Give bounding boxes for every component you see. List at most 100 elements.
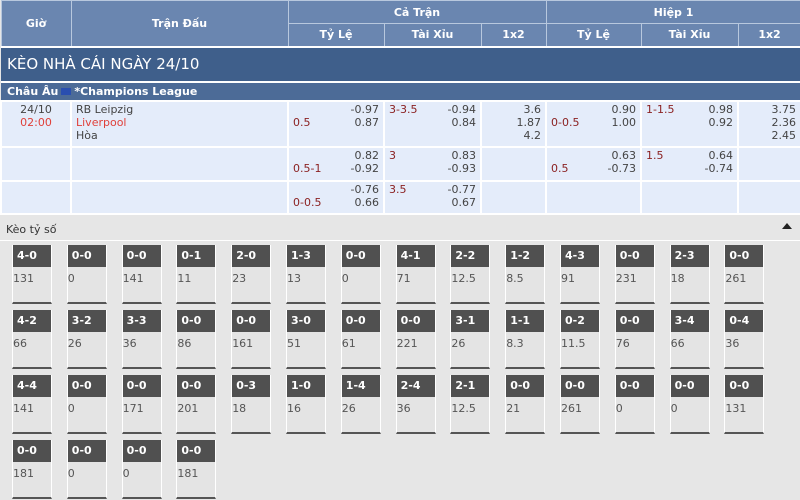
h1-1x2[interactable]: 3.75 2.36 2.45 bbox=[737, 99, 800, 148]
score-card[interactable]: 2-0 23 bbox=[231, 245, 272, 304]
score-card[interactable]: 2-4 36 bbox=[395, 375, 436, 434]
score-card[interactable]: 3-1 26 bbox=[450, 310, 491, 369]
score-card[interactable]: 0-0 161 bbox=[231, 310, 272, 369]
match-teams[interactable]: RB Leipzig Liverpool Hòa bbox=[70, 99, 289, 148]
score-card[interactable]: 0-0 141 bbox=[121, 245, 162, 304]
h1-over-under-line: 1-1.5 bbox=[646, 102, 675, 116]
score-card[interactable]: 1-3 13 bbox=[286, 245, 326, 304]
score-card[interactable]: 0-0 86 bbox=[176, 310, 217, 369]
h1-over-under-odd-1: 0.98 bbox=[708, 102, 734, 116]
score-card[interactable]: 1-4 26 bbox=[340, 375, 381, 434]
score-card[interactable]: 0-1 11 bbox=[176, 245, 217, 304]
score-card[interactable]: 0-0 21 bbox=[505, 375, 546, 434]
h1-handicap[interactable]: 0-0.5 0.90 1.00 bbox=[545, 99, 643, 148]
score-card[interactable]: 0-3 18 bbox=[231, 375, 272, 434]
ft-over-under[interactable]: 3.5 -0.77 0.67 bbox=[383, 179, 482, 215]
ft-over-under[interactable]: 3-3.5 -0.94 0.84 bbox=[383, 99, 482, 148]
h1-handicap[interactable] bbox=[545, 179, 643, 215]
score-label: 0-0 bbox=[122, 245, 161, 267]
score-card[interactable]: 1-2 8.5 bbox=[505, 245, 546, 304]
score-odd: 36 bbox=[122, 337, 137, 350]
score-card[interactable]: 2-1 12.5 bbox=[450, 375, 491, 434]
league-region: Châu Âu bbox=[7, 84, 59, 98]
score-card[interactable]: 0-0 261 bbox=[560, 375, 600, 434]
score-card[interactable]: 3-2 26 bbox=[66, 310, 107, 369]
ft-1x2[interactable]: 3.6 1.87 4.2 bbox=[479, 99, 548, 148]
score-card[interactable]: 3-4 66 bbox=[669, 310, 710, 369]
score-card[interactable]: 3-3 36 bbox=[121, 310, 162, 369]
odds-table: Giờ Trận Đấu Cả Trận Hiệp 1 Tỷ Lệ Tài Xỉ… bbox=[0, 0, 800, 215]
ft-over-under-line: 3 bbox=[389, 148, 396, 162]
score-card[interactable]: 0-0 0 bbox=[66, 440, 107, 499]
score-card[interactable]: 4-0 131 bbox=[12, 245, 52, 304]
h1-1x2[interactable] bbox=[737, 179, 800, 215]
score-card[interactable]: 0-0 0 bbox=[66, 245, 107, 304]
col-ca-tran: Cả Trận bbox=[287, 0, 547, 24]
score-card[interactable]: 0-0 221 bbox=[395, 310, 436, 369]
score-label: 0-0 bbox=[67, 245, 106, 267]
score-card[interactable]: 0-0 261 bbox=[724, 245, 765, 304]
ft-handicap[interactable]: 0-0.5 -0.76 0.66 bbox=[287, 179, 385, 215]
score-card[interactable]: 2-3 18 bbox=[669, 245, 710, 304]
score-card[interactable]: 2-2 12.5 bbox=[450, 245, 491, 304]
score-card[interactable]: 4-1 71 bbox=[395, 245, 436, 304]
keo-ty-so-bar[interactable]: Kèo tỷ số bbox=[0, 215, 800, 241]
score-card[interactable]: 0-0 171 bbox=[121, 375, 162, 434]
score-card[interactable]: 0-2 11.5 bbox=[560, 310, 600, 369]
score-card[interactable]: 0-0 0 bbox=[66, 375, 107, 434]
ft-handicap-odd-1: -0.97 bbox=[350, 102, 379, 116]
score-card[interactable]: 1-0 16 bbox=[286, 375, 326, 434]
score-card[interactable]: 0-0 201 bbox=[176, 375, 217, 434]
draw-label: Hòa bbox=[76, 128, 98, 142]
score-card[interactable]: 0-4 36 bbox=[724, 310, 765, 369]
ft-handicap[interactable]: 0.5 -0.97 0.87 bbox=[287, 99, 385, 148]
score-card[interactable]: 0-0 131 bbox=[724, 375, 765, 434]
h1-over-under[interactable]: 1-1.5 0.98 0.92 bbox=[640, 99, 740, 148]
page-title: KÈO NHÀ CÁI NGÀY 24/10 bbox=[1, 45, 800, 83]
h1-1x2[interactable] bbox=[737, 145, 800, 182]
col-hiep1: Hiệp 1 bbox=[545, 0, 800, 24]
caret-up-icon[interactable] bbox=[782, 223, 792, 229]
empty-cell bbox=[70, 145, 289, 182]
score-card[interactable]: 0-0 181 bbox=[176, 440, 217, 499]
score-card[interactable]: 4-2 66 bbox=[12, 310, 52, 369]
ft-over-under[interactable]: 3 0.83 -0.93 bbox=[383, 145, 482, 182]
league-row[interactable]: Châu Âu *Champions League bbox=[1, 81, 800, 101]
ft-handicap-line: 0-0.5 bbox=[293, 195, 322, 209]
h1-over-under[interactable]: 1.5 0.64 -0.74 bbox=[640, 145, 740, 182]
score-card[interactable]: 4-3 91 bbox=[560, 245, 600, 304]
score-odd: 231 bbox=[615, 272, 637, 285]
score-card[interactable]: 1-1 8.3 bbox=[505, 310, 546, 369]
score-card[interactable]: 0-0 231 bbox=[614, 245, 655, 304]
score-odd: 0 bbox=[67, 402, 75, 415]
ft-1x2[interactable] bbox=[479, 145, 548, 182]
score-card[interactable]: 0-0 181 bbox=[12, 440, 52, 499]
score-card[interactable]: 4-4 141 bbox=[12, 375, 52, 434]
score-odd: 181 bbox=[13, 467, 34, 480]
score-card[interactable]: 3-0 51 bbox=[286, 310, 326, 369]
match-odds-row: 24/10 02:00 RB Leipzig Liverpool Hòa 0.5 -0.97… bbox=[0, 99, 800, 148]
col-ft-tai-xiu: Tài Xỉu bbox=[383, 23, 482, 47]
score-odd: 36 bbox=[396, 402, 411, 415]
empty-cell bbox=[0, 145, 72, 182]
h1-over-under-odd-2: -0.74 bbox=[704, 161, 734, 175]
score-label: 3-3 bbox=[122, 310, 161, 332]
ft-over-under-odd-1: 0.83 bbox=[451, 148, 477, 162]
score-card[interactable]: 0-0 0 bbox=[614, 375, 655, 434]
h1-over-under[interactable] bbox=[640, 179, 740, 215]
score-label: 2-2 bbox=[451, 245, 490, 267]
h1-handicap[interactable]: 0.5 0.63 -0.73 bbox=[545, 145, 643, 182]
score-odd: 16 bbox=[287, 402, 301, 415]
score-card[interactable]: 0-0 0 bbox=[669, 375, 710, 434]
score-card[interactable]: 0-0 0 bbox=[121, 440, 162, 499]
ft-handicap[interactable]: 0.5-1 0.82 -0.92 bbox=[287, 145, 385, 182]
score-card[interactable]: 0-0 61 bbox=[340, 310, 381, 369]
col-h1-1x2: 1x2 bbox=[737, 23, 800, 47]
keo-ty-so-label: Kèo tỷ số bbox=[6, 223, 57, 236]
score-card[interactable]: 0-0 0 bbox=[340, 245, 381, 304]
ft-1x2[interactable] bbox=[479, 179, 548, 215]
score-label: 2-0 bbox=[232, 245, 271, 267]
ft-handicap-odd-2: 0.66 bbox=[354, 195, 380, 209]
ft-over-under-odd-1: -0.94 bbox=[447, 102, 476, 116]
score-card[interactable]: 0-0 76 bbox=[614, 310, 655, 369]
